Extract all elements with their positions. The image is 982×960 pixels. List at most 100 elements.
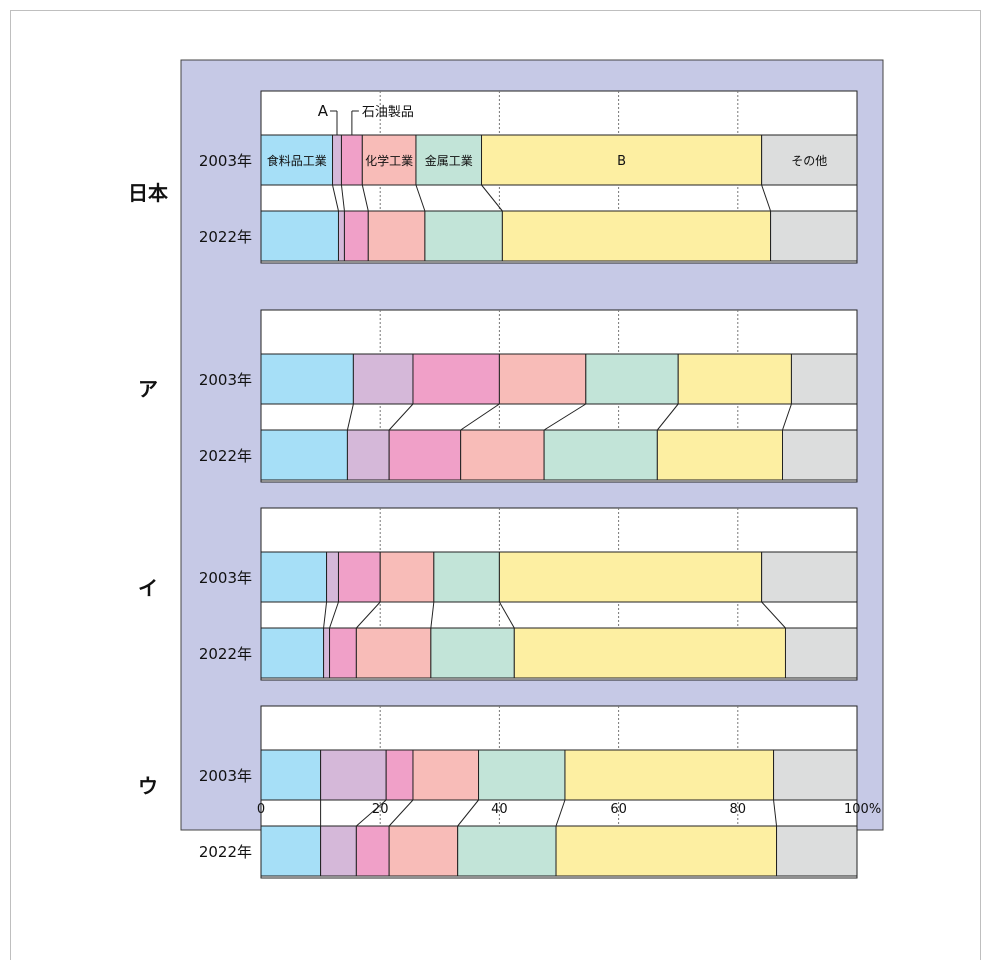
connector-line [388,799,414,827]
bar-segment [323,627,331,679]
connector-line [761,184,772,212]
year-label: 2022年 [199,843,252,861]
segment-label-a: A [318,102,329,120]
connector-line [543,403,587,431]
bar-segment [761,134,858,186]
bar-segment [388,429,462,481]
bar-segment [332,134,342,186]
bar-segment [352,353,414,405]
year-label: 2003年 [199,152,252,170]
connector-line [361,184,369,212]
x-tick-label: 80 [730,802,747,817]
group-label: 日本 [128,181,168,205]
year-label: 2003年 [199,569,252,587]
bar-segment [337,210,345,262]
bar-segment [501,210,772,262]
bar-segment [478,749,566,801]
bar-segment [585,353,679,405]
x-tick-label: 0 [257,802,265,817]
connector-line [388,403,414,431]
group-label: ア [138,377,158,401]
bar-segment [513,627,786,679]
connector-line [481,184,503,212]
bar-segment [260,429,348,481]
connector-line [656,403,679,431]
bar-segment [320,825,357,877]
segment-label-b: B [617,154,626,169]
page-frame [10,10,981,960]
bar-segment [388,825,459,877]
connector-line [356,799,387,827]
x-tick-label: 100% [844,802,881,817]
bar-segment [355,627,432,679]
segment-label-other: その他 [791,154,827,168]
bar-segment [677,353,792,405]
bar-segment [564,749,775,801]
connector-line [773,799,778,827]
year-label: 2003年 [199,767,252,785]
connector-line [332,184,339,212]
bar-segment [260,825,322,877]
connector-line [340,184,345,212]
bar-segment [773,749,858,801]
bar-segment [367,210,426,262]
bar-segment [355,825,390,877]
bar-segment [260,210,339,262]
year-label: 2022年 [199,447,252,465]
bar-segment [343,210,369,262]
bar-segment [346,429,390,481]
connector-line [460,403,500,431]
connector-line [430,601,435,629]
connector-line [415,184,426,212]
bar-segment [460,429,545,481]
connector-line [346,403,354,431]
connector-line [329,601,339,629]
segment-label-chemical: 化学工業 [365,153,413,168]
year-label: 2003年 [199,371,252,389]
connector-line [761,601,786,629]
segment-label-food: 食料品工業 [267,153,327,168]
segment-label-petroleum: 石油製品 [362,105,414,120]
bar-segment [555,825,778,877]
bar-segment [412,749,480,801]
bar-segment [260,353,354,405]
bar-segment [379,551,435,603]
x-tick-label: 20 [372,802,389,817]
segment-label-metal: 金属工業 [425,153,473,168]
connector-line [355,601,381,629]
bar-segment [656,429,784,481]
connector-line [323,601,328,629]
bar-segment [543,429,658,481]
bar-segment [260,551,328,603]
bar-segment [770,210,858,262]
bar-segment [412,353,500,405]
bar-segment [320,749,387,801]
connector-line [555,799,566,827]
connector-line [782,403,792,431]
bar-segment [329,627,357,679]
bar-segment [782,429,858,481]
bar-segment [790,353,858,405]
bar-segment [326,551,339,603]
bar-segment [430,627,515,679]
bar-segment [337,551,381,603]
bar-segment [385,749,414,801]
bar-segment [260,134,334,186]
bar-segment [424,210,503,262]
bar-segment [776,825,858,877]
group-label: イ [138,576,158,600]
bar-segment [260,627,325,679]
bar-segment [498,551,763,603]
connector-line [457,799,479,827]
bar-segment [433,551,500,603]
x-tick-label: 60 [610,802,627,817]
x-tick-label: 40 [491,802,508,817]
bar-segment [784,627,858,679]
bar-segment [260,749,322,801]
bar-segment [457,825,557,877]
connector-line [498,601,515,629]
bar-segment [340,134,363,186]
bar-segment [761,551,858,603]
year-label: 2022年 [199,228,252,246]
